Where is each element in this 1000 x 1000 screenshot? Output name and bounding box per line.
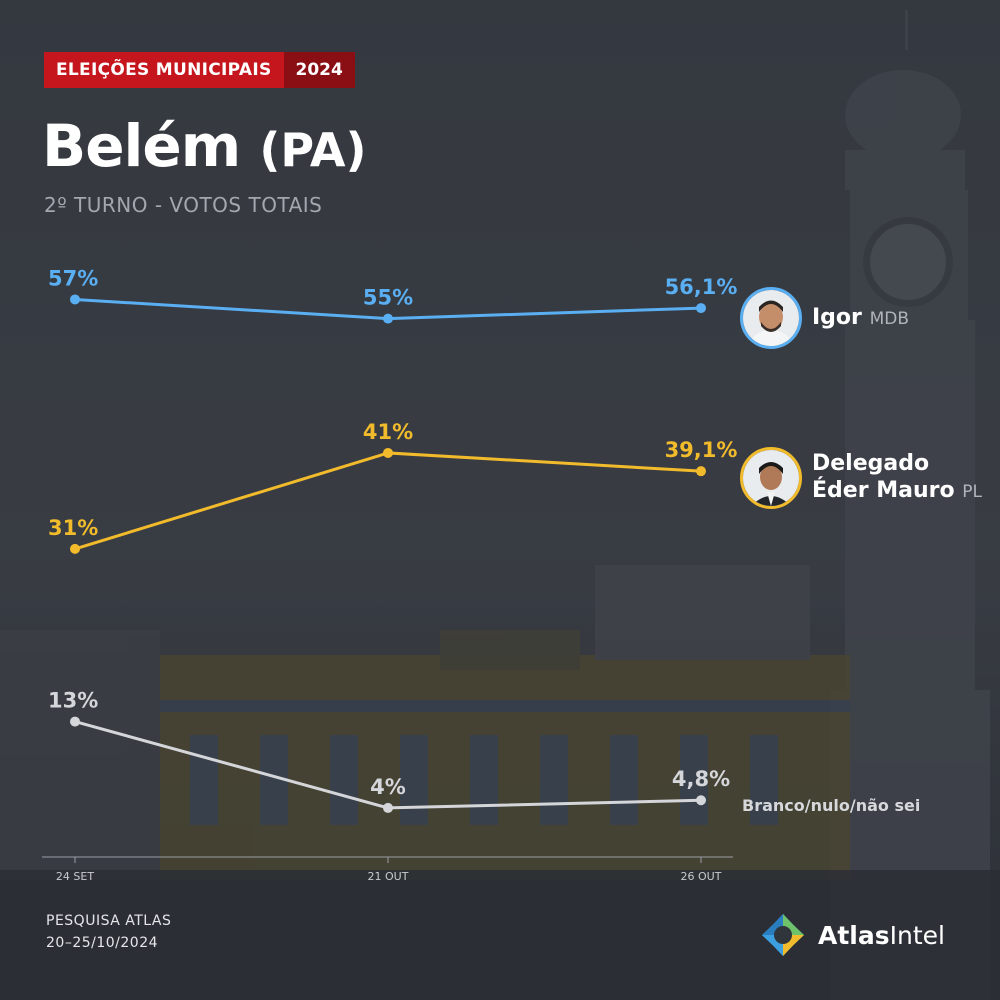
badge-label: ELEIÇÕES MUNICIPAIS: [44, 52, 284, 88]
eder-series-line: [74, 451, 702, 551]
logo-regular: Intel: [889, 920, 945, 950]
eder-point: [383, 447, 393, 458]
city-name: Belém: [42, 112, 241, 180]
x-tick-label: 21 OUT: [368, 870, 409, 883]
other-value-label: 13%: [48, 689, 98, 713]
igor-party: MDB: [869, 308, 909, 329]
other-point: [383, 802, 393, 813]
igor-label: Igor MDB: [812, 304, 909, 333]
igor-point: [696, 303, 706, 314]
eder-value-label: 31%: [48, 516, 98, 540]
other-value-label: 4,8%: [672, 767, 730, 791]
other-point: [696, 795, 706, 806]
eder-name-line2: Éder Mauro: [812, 478, 955, 503]
x-tick-label: 26 OUT: [681, 870, 722, 883]
eder-value-label: 39,1%: [665, 438, 738, 462]
other-series-label: Branco/nulo/não sei: [742, 796, 921, 815]
source-note: PESQUISA ATLAS 20–25/10/2024: [46, 910, 171, 954]
eder-party: PL: [962, 482, 982, 502]
other-point: [70, 716, 80, 727]
other-value-label: 4%: [370, 775, 406, 799]
eder-value-label: 41%: [363, 420, 413, 444]
election-badge: ELEIÇÕES MUNICIPAIS 2024: [44, 52, 355, 88]
eder-label: Delegado Éder Mauro PL: [812, 450, 982, 506]
person-icon: [743, 450, 799, 506]
atlas-logo-icon: [762, 914, 804, 956]
candidate-igor: Igor MDB: [740, 287, 909, 349]
igor-value-label: 56,1%: [665, 275, 738, 299]
logo-text: AtlasIntel: [818, 921, 945, 950]
candidate-eder: Delegado Éder Mauro PL: [740, 447, 982, 509]
logo-bold: Atlas: [818, 920, 890, 950]
igor-avatar: [740, 287, 802, 349]
igor-value-label: 55%: [363, 286, 413, 310]
source-name: PESQUISA ATLAS: [46, 913, 172, 929]
person-icon: [743, 290, 799, 346]
state-abbrev: (PA): [259, 123, 367, 177]
igor-point: [70, 294, 80, 305]
eder-point: [696, 466, 706, 477]
eder-avatar: [740, 447, 802, 509]
igor-point: [383, 313, 393, 324]
atlasintel-logo: AtlasIntel: [760, 912, 945, 958]
chart-subtitle: 2º TURNO - VOTOS TOTAIS: [44, 193, 323, 217]
page-title: Belém (PA): [42, 106, 367, 190]
igor-value-label: 57%: [48, 266, 98, 290]
eder-point: [70, 543, 80, 554]
badge-year: 2024: [283, 52, 355, 88]
x-tick-label: 24 SET: [56, 870, 94, 883]
igor-name: Igor: [812, 304, 862, 330]
source-dates: 20–25/10/2024: [46, 935, 159, 951]
eder-name-line1: Delegado: [812, 451, 930, 476]
